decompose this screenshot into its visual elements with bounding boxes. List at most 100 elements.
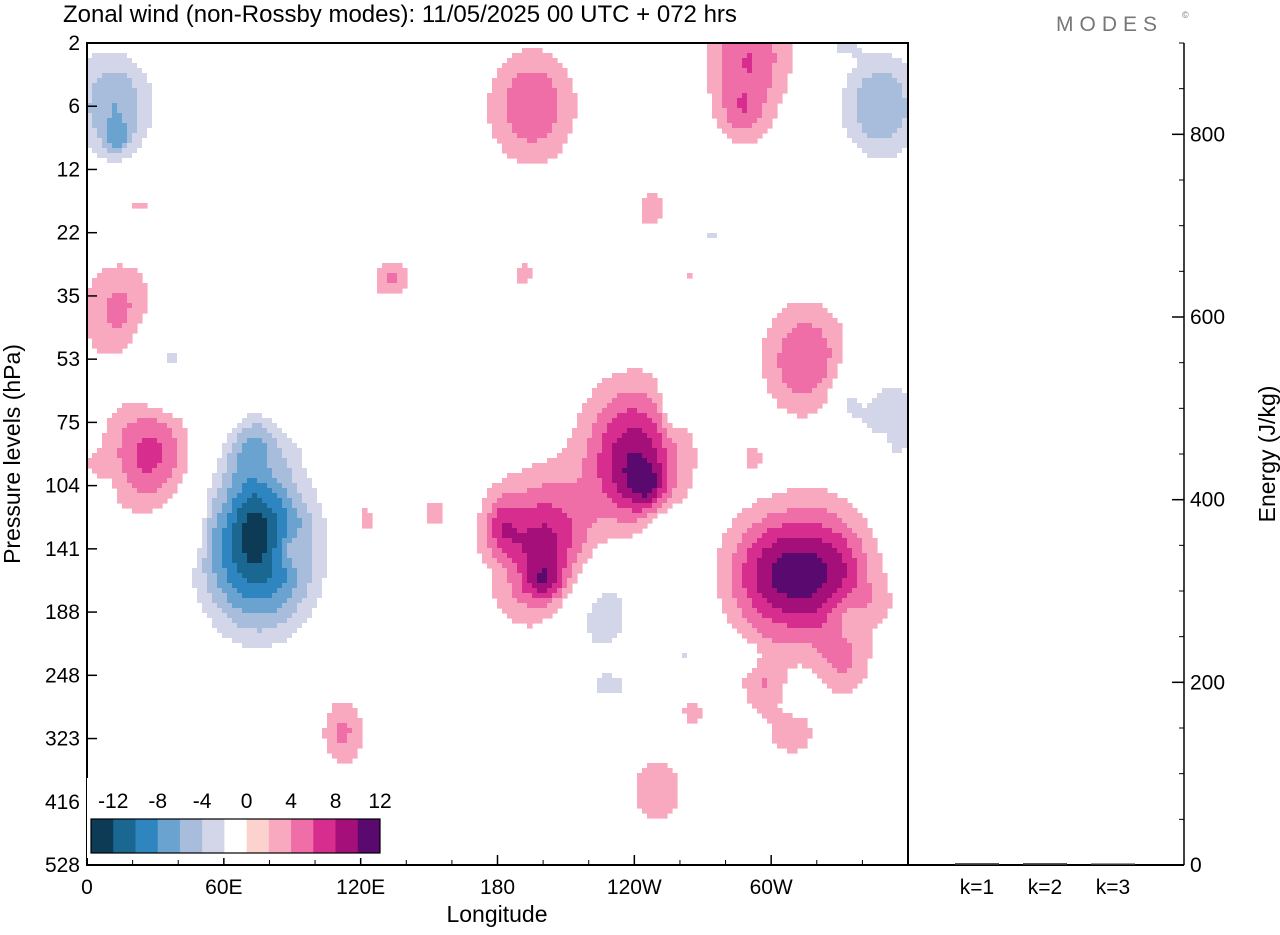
field-cell <box>762 118 768 124</box>
field-cell <box>287 498 293 504</box>
field-cell <box>587 513 593 519</box>
field-cell <box>772 498 778 504</box>
field-cell <box>187 353 193 359</box>
field-cell <box>642 453 648 459</box>
field-cell <box>282 508 288 514</box>
field-cell <box>142 93 148 99</box>
field-cell <box>252 518 258 524</box>
field-cell <box>542 538 548 544</box>
field-cell <box>637 508 643 514</box>
field-cell <box>432 143 438 149</box>
field-cell <box>792 498 798 504</box>
field-cell <box>817 393 823 399</box>
field-cell <box>172 338 178 344</box>
field-cell <box>102 83 108 89</box>
field-cell <box>857 453 863 459</box>
field-cell <box>227 438 233 444</box>
field-cell <box>147 443 153 449</box>
field-cell <box>582 448 588 454</box>
field-cell <box>817 513 823 519</box>
field-cell <box>227 523 233 529</box>
field-cell <box>517 58 523 64</box>
field-cell <box>247 453 253 459</box>
field-cell <box>107 423 113 429</box>
field-cell <box>142 498 148 504</box>
field-cell <box>827 543 833 549</box>
field-cell <box>517 63 523 69</box>
field-cell <box>897 98 903 104</box>
field-cell <box>692 448 698 454</box>
field-cell <box>877 378 883 384</box>
field-cell <box>482 528 488 534</box>
field-cell <box>517 83 523 89</box>
field-cell <box>482 543 488 549</box>
field-cell <box>867 153 873 159</box>
field-cell <box>667 478 673 484</box>
field-cell <box>612 393 618 399</box>
field-cell <box>432 153 438 159</box>
field-cell <box>187 348 193 354</box>
field-cell <box>322 413 328 419</box>
field-cell <box>197 558 203 564</box>
field-cell <box>287 553 293 559</box>
field-cell <box>637 388 643 394</box>
field-cell <box>132 58 138 64</box>
field-cell <box>122 308 128 314</box>
field-cell <box>487 93 493 99</box>
field-cell <box>277 483 283 489</box>
field-cell <box>482 513 488 519</box>
field-cell <box>847 78 853 84</box>
field-cell <box>142 428 148 434</box>
field-cell <box>752 53 758 59</box>
field-cell <box>782 78 788 84</box>
field-cell <box>117 98 123 104</box>
field-cell <box>897 173 903 179</box>
field-cell <box>647 208 653 214</box>
field-cell <box>507 93 513 99</box>
field-cell <box>247 533 253 539</box>
field-cell <box>882 133 888 139</box>
field-cell <box>232 533 238 539</box>
field-cell <box>237 483 243 489</box>
field-cell <box>137 53 143 59</box>
field-cell <box>657 393 663 399</box>
field-cell <box>817 363 823 369</box>
field-cell <box>852 48 858 54</box>
field-cell <box>787 393 793 399</box>
field-cell <box>542 98 548 104</box>
field-cell <box>517 558 523 564</box>
field-cell <box>782 508 788 514</box>
field-cell <box>137 63 143 69</box>
field-cell <box>237 513 243 519</box>
field-cell <box>117 283 123 289</box>
field-cell <box>767 368 773 374</box>
field-cell <box>262 408 268 414</box>
field-cell <box>172 343 178 349</box>
field-cell <box>857 123 863 129</box>
field-cell <box>297 513 303 519</box>
field-cell <box>142 463 148 469</box>
field-cell <box>102 58 108 64</box>
field-cell <box>177 433 183 439</box>
field-cell <box>882 463 888 469</box>
field-cell <box>537 68 543 74</box>
field-cell <box>852 163 858 169</box>
field-cell <box>257 483 263 489</box>
field-cell <box>872 393 878 399</box>
field-cell <box>817 333 823 339</box>
field-cell <box>612 508 618 514</box>
field-cell <box>587 473 593 479</box>
field-cell <box>777 553 783 559</box>
field-cell <box>552 78 558 84</box>
field-cell <box>257 513 263 519</box>
field-cell <box>122 423 128 429</box>
field-cell <box>137 308 143 314</box>
field-cell <box>152 413 158 419</box>
field-cell <box>537 78 543 84</box>
field-cell <box>642 203 648 209</box>
field-cell <box>517 273 523 279</box>
field-cell <box>762 123 768 129</box>
field-cell <box>892 398 898 404</box>
field-cell <box>622 483 628 489</box>
field-cell <box>257 528 263 534</box>
